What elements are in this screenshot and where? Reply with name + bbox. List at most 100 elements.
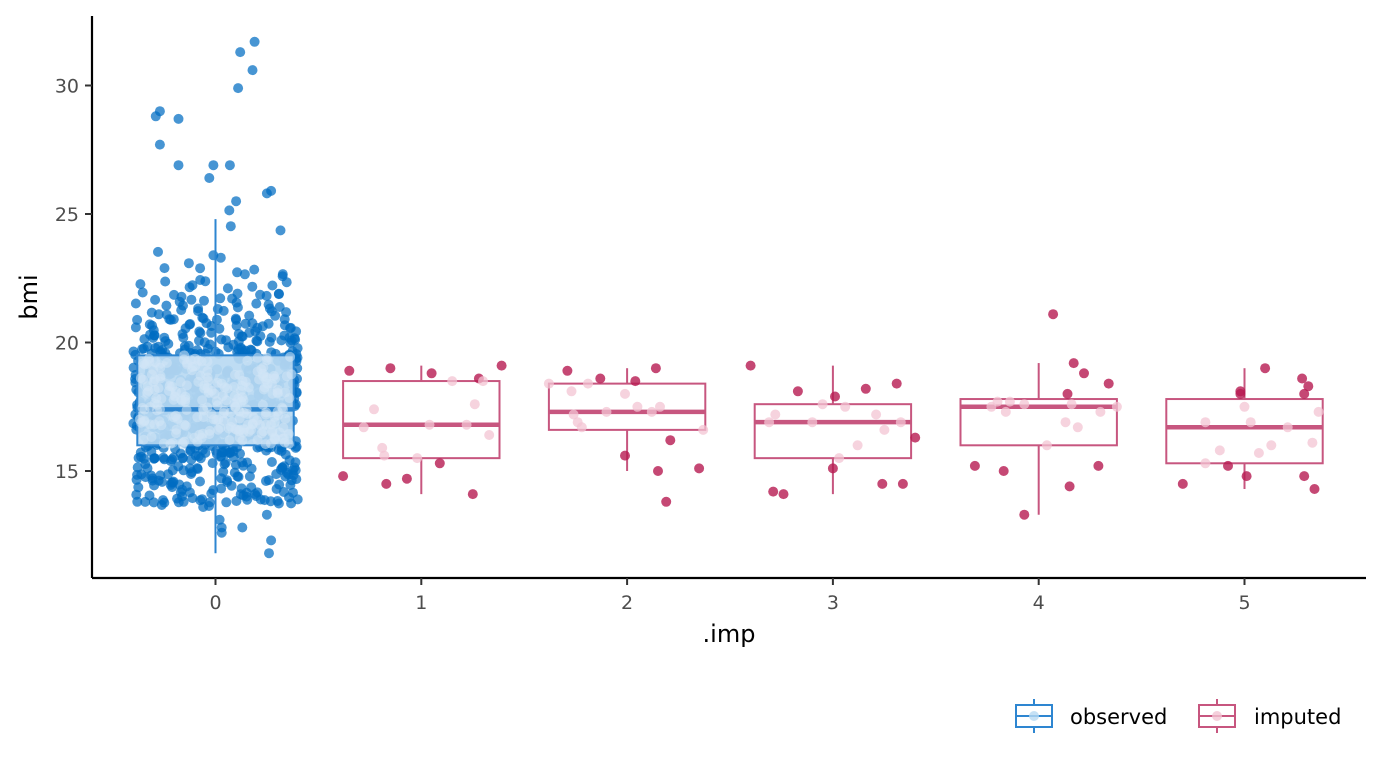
imputed-point xyxy=(369,404,379,415)
observed-point xyxy=(212,304,223,314)
imputed-point xyxy=(807,417,818,428)
imputed-point xyxy=(338,471,349,482)
observed-point xyxy=(135,279,146,290)
observed-point xyxy=(240,318,251,329)
imputed-point xyxy=(1299,471,1310,482)
observed-point-highlight xyxy=(198,412,209,423)
legend-label-observed: observed xyxy=(1070,705,1167,729)
observed-point xyxy=(214,323,225,334)
imputed-point xyxy=(840,401,851,412)
observed-point xyxy=(208,160,219,171)
imputed-point xyxy=(1060,417,1071,428)
box xyxy=(959,398,1118,447)
observed-point xyxy=(261,188,272,199)
observed-point xyxy=(277,269,288,280)
imputed-point xyxy=(1223,460,1233,471)
imputed-point xyxy=(698,424,709,435)
observed-point xyxy=(249,264,260,275)
observed-point xyxy=(255,494,266,505)
imputed-point xyxy=(817,399,828,410)
imputed-point xyxy=(1200,458,1211,469)
imputed-point xyxy=(1282,422,1293,433)
axes-layer: 0 1 2 3 4 5 15 20 25 30 xyxy=(55,16,1366,614)
observed-point xyxy=(270,310,281,321)
imputed-point xyxy=(1093,460,1104,471)
legend-key-point xyxy=(1212,711,1222,721)
observed-point xyxy=(153,341,164,352)
observed-point-highlight xyxy=(224,435,235,446)
observed-point xyxy=(237,522,248,533)
observed-point xyxy=(235,47,246,58)
observed-point-highlight xyxy=(202,372,213,383)
imputed-point xyxy=(1019,509,1030,520)
imputed-point xyxy=(344,365,355,376)
observed-point xyxy=(128,346,139,357)
observed-point xyxy=(153,246,163,257)
legend: observed imputed xyxy=(1015,699,1341,733)
observed-point-highlight xyxy=(266,419,276,430)
observed-point-highlight xyxy=(252,435,263,445)
observed-point xyxy=(215,293,226,304)
imputed-point xyxy=(1111,401,1122,412)
observed-point xyxy=(195,263,206,274)
imputed-point xyxy=(778,489,789,500)
observed-point-highlight xyxy=(149,384,160,395)
observed-point-highlight xyxy=(156,393,167,404)
observed-point xyxy=(224,160,235,171)
imputed-point xyxy=(1239,401,1250,412)
observed-point xyxy=(175,448,186,459)
observed-point-highlight xyxy=(146,432,157,442)
imputed-point xyxy=(630,376,641,387)
y-tick-label: 25 xyxy=(55,204,79,226)
observed-point xyxy=(208,485,219,496)
imputed-point xyxy=(595,373,606,384)
observed-point xyxy=(228,452,239,463)
observed-point xyxy=(238,460,249,471)
imputed-point xyxy=(1041,440,1052,451)
observed-point-highlight xyxy=(242,355,253,366)
observed-point-highlight xyxy=(213,414,224,425)
observed-point xyxy=(221,497,232,508)
observed-point-highlight xyxy=(165,438,176,449)
observed-point xyxy=(154,139,165,150)
observed-point-highlight xyxy=(170,386,181,397)
imputed-point xyxy=(852,440,863,451)
imputed-point xyxy=(1048,309,1059,320)
observed-point xyxy=(195,275,206,285)
imputed-point xyxy=(1095,406,1106,417)
imputed-point xyxy=(1297,373,1308,384)
observed-point xyxy=(137,344,148,355)
imputed-point xyxy=(434,458,445,469)
imputed-point xyxy=(992,396,1003,407)
observed-point xyxy=(244,310,255,321)
observed-point xyxy=(163,469,174,480)
observed-point-highlight xyxy=(215,422,226,433)
imputed-point xyxy=(1177,478,1188,489)
imputed-point xyxy=(1062,388,1073,399)
observed-point xyxy=(221,335,231,346)
observed-point xyxy=(278,487,289,497)
observed-point-highlight xyxy=(260,439,271,450)
observed-point xyxy=(246,463,257,474)
observed-point-highlight xyxy=(211,396,222,407)
observed-point xyxy=(255,289,266,300)
observed-point xyxy=(224,205,235,216)
observed-point xyxy=(274,479,285,490)
observed-point-highlight xyxy=(197,395,208,406)
observed-point-highlight xyxy=(168,394,179,405)
observed-point-highlight xyxy=(204,425,215,436)
observed-point xyxy=(249,36,260,47)
observed-point xyxy=(173,497,184,508)
observed-point-highlight xyxy=(252,352,263,363)
observed-point xyxy=(168,476,179,487)
legend-key-imputed xyxy=(1198,699,1236,733)
observed-point-highlight xyxy=(156,420,167,431)
observed-point xyxy=(242,494,253,505)
imputed-point xyxy=(1235,386,1246,397)
observed-point xyxy=(285,480,296,490)
observed-point xyxy=(218,466,229,477)
legend-key-point xyxy=(1029,711,1039,721)
observed-point xyxy=(153,309,164,320)
observed-point-highlight xyxy=(235,385,246,396)
y-tick-label: 20 xyxy=(55,333,79,355)
